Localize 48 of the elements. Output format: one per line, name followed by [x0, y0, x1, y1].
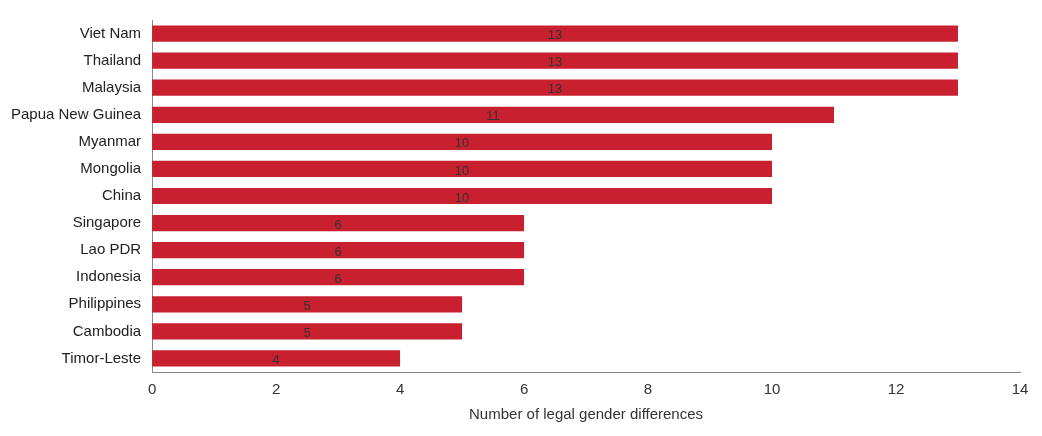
x-tick-label: 6 — [519, 380, 529, 398]
data-label: 5 — [303, 324, 311, 340]
x-tick-label: 0 — [147, 380, 157, 398]
y-tick-label: Thailand — [83, 50, 142, 68]
y-tick-label: Indonesia — [76, 267, 142, 285]
data-label: 13 — [547, 81, 563, 97]
y-tick-label: Philippines — [68, 294, 142, 312]
y-tick-label: Cambodia — [72, 321, 142, 339]
x-tick-label: 4 — [395, 380, 405, 398]
y-tick-label: Malaysia — [81, 77, 142, 95]
bar — [152, 350, 401, 367]
y-tick-label: China — [101, 186, 142, 204]
bar — [152, 187, 773, 205]
x-tick-label: 12 — [887, 380, 905, 398]
bar — [152, 160, 773, 178]
data-label: 6 — [334, 270, 342, 286]
data-label: 6 — [334, 216, 342, 232]
x-axis-title: Number of legal gender differences — [469, 405, 704, 423]
bar — [152, 52, 959, 69]
data-label: 4 — [272, 352, 280, 368]
x-tick-label: 10 — [763, 380, 781, 398]
x-tick-label: 2 — [271, 380, 281, 398]
y-tick-label: Singapore — [72, 213, 142, 231]
y-tick-label: Mongolia — [80, 159, 142, 177]
y-tick-label: Papua New Guinea — [10, 104, 142, 122]
bar — [152, 242, 525, 259]
y-tick-label: Timor-Leste — [61, 348, 142, 366]
data-label: 13 — [547, 27, 563, 43]
y-tick-label: Viet Nam — [79, 23, 142, 41]
x-tick-label: 8 — [643, 380, 653, 398]
bar — [152, 323, 463, 340]
bar — [152, 133, 773, 150]
data-label: 10 — [454, 162, 470, 178]
y-tick-label: Myanmar — [78, 131, 142, 149]
bar — [152, 296, 463, 313]
bar — [152, 25, 959, 42]
bar — [152, 106, 835, 123]
data-label: 5 — [303, 297, 311, 313]
bar — [152, 79, 959, 96]
data-label: 10 — [454, 189, 470, 205]
data-label: 6 — [334, 243, 342, 259]
data-label: 11 — [486, 108, 500, 124]
data-label: 10 — [454, 135, 470, 151]
y-tick-label: Lao PDR — [80, 240, 142, 258]
data-label: 13 — [547, 54, 563, 70]
bar — [152, 214, 525, 232]
x-tick-label: 14 — [1011, 380, 1029, 398]
bar — [152, 269, 525, 286]
